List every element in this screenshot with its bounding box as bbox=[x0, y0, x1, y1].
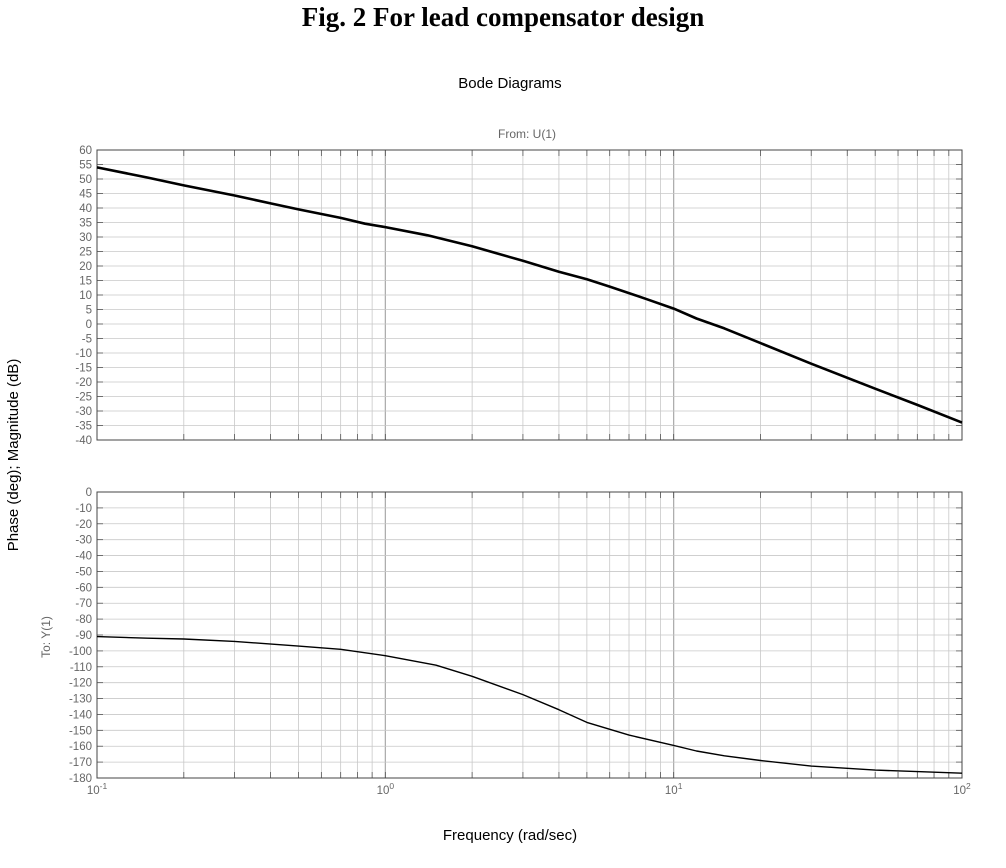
y-tick-label: 50 bbox=[79, 174, 92, 186]
y-tick-label: -160 bbox=[69, 741, 92, 753]
x-tick-label: 100 bbox=[377, 781, 395, 797]
y-tick-label: -30 bbox=[75, 535, 92, 547]
x-tick-label: 10-1 bbox=[87, 781, 108, 797]
chart-subtitle: From: U(1) bbox=[498, 127, 556, 141]
y-tick-label: 45 bbox=[79, 189, 92, 201]
y-tick-label: -130 bbox=[69, 694, 92, 706]
y-tick-label: 60 bbox=[79, 145, 92, 157]
y-tick-label: -25 bbox=[75, 392, 92, 404]
panel-magnitude: 605550454035302520151050-5-10-15-20-25-3… bbox=[75, 145, 963, 447]
x-tick-label: 102 bbox=[953, 781, 971, 797]
chart-title: Bode Diagrams bbox=[458, 75, 561, 92]
panel-frame bbox=[96, 491, 963, 779]
figure-caption: Fig. 2 For lead compensator design bbox=[301, 2, 705, 32]
y-axis-label: Phase (deg); Magnitude (dB) bbox=[5, 359, 22, 552]
y-tick-label: -100 bbox=[69, 646, 92, 658]
y-tick-label: 55 bbox=[79, 160, 92, 172]
y-tick-label: 10 bbox=[79, 290, 92, 302]
y-tick-label: -40 bbox=[75, 435, 92, 447]
y-tick-label: -50 bbox=[75, 566, 92, 578]
y-tick-label: -80 bbox=[75, 614, 92, 626]
x-axis-label: Frequency (rad/sec) bbox=[443, 827, 577, 844]
y-tick-label: 25 bbox=[79, 247, 92, 259]
phase-series-line bbox=[96, 635, 963, 774]
y-tick-label: -90 bbox=[75, 630, 92, 642]
y-tick-label: -120 bbox=[69, 678, 92, 690]
y-tick-label: -30 bbox=[75, 406, 92, 418]
panel-frame bbox=[96, 149, 963, 441]
y-tick-label: 5 bbox=[86, 305, 92, 317]
y-tick-label: -10 bbox=[75, 348, 92, 360]
y-tick-label: -40 bbox=[75, 551, 92, 563]
y-tick-label: -20 bbox=[75, 377, 92, 389]
y-tick-label: -5 bbox=[82, 334, 92, 346]
y-tick-label: -110 bbox=[70, 662, 92, 674]
row-label: To: Y(1) bbox=[39, 616, 53, 658]
y-tick-label: -20 bbox=[75, 519, 92, 531]
y-tick-label: -10 bbox=[75, 503, 92, 515]
y-tick-label: 0 bbox=[86, 487, 92, 499]
y-tick-label: 40 bbox=[79, 203, 92, 215]
y-tick-label: 35 bbox=[79, 218, 92, 230]
y-tick-label: -60 bbox=[75, 582, 92, 594]
y-tick-label: 0 bbox=[86, 319, 92, 331]
y-tick-label: 20 bbox=[79, 261, 92, 273]
y-tick-label: -140 bbox=[69, 709, 92, 721]
y-tick-label: -15 bbox=[75, 363, 92, 375]
y-tick-label: 15 bbox=[79, 276, 92, 288]
x-tick-label: 101 bbox=[665, 781, 683, 797]
y-tick-label: -150 bbox=[69, 725, 92, 737]
panel-phase: 0 -10 -20 -30 -40 -50 -60 -70 -80 -90 -100 -110 -120… bbox=[69, 487, 963, 785]
y-tick-label: -180 bbox=[69, 773, 92, 785]
y-tick-label: -170 bbox=[69, 757, 92, 769]
y-tick-label: -70 bbox=[75, 598, 92, 610]
y-tick-label: -35 bbox=[75, 421, 92, 433]
y-tick-label: 30 bbox=[79, 232, 92, 244]
magnitude-series-line bbox=[96, 166, 963, 424]
